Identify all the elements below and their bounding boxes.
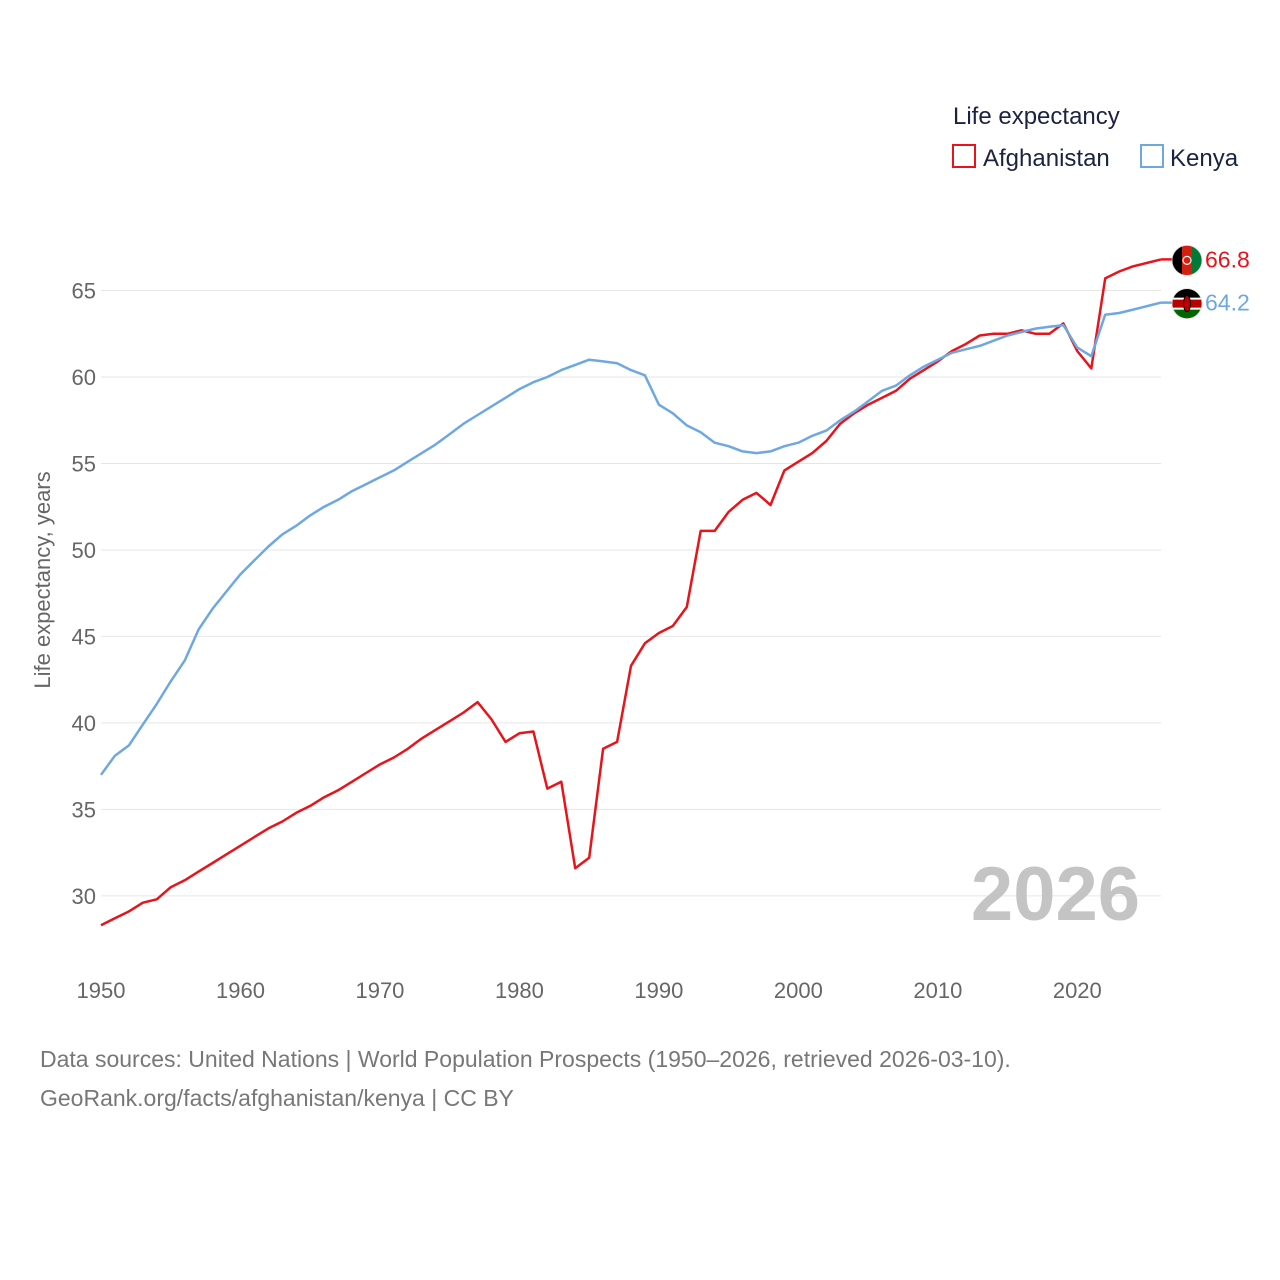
x-tick-label-2010: 2010 [913, 978, 962, 1003]
series-line-afghanistan [100, 258, 1162, 927]
series-lines [99, 258, 1162, 927]
y-tick-label-30: 30 [72, 884, 96, 909]
y-axis-title: Life expectancy, years [30, 471, 55, 688]
y-tick-label-40: 40 [72, 711, 96, 736]
series-line-kenya [99, 301, 1162, 776]
legend-swatch-kenya [1140, 144, 1164, 168]
x-tick-label-2020: 2020 [1053, 978, 1102, 1003]
x-tick-label-2000: 2000 [774, 978, 823, 1003]
legend-title: Life expectancy [953, 103, 1120, 130]
legend-item-afghanistan[interactable]: Afghanistan [952, 144, 1110, 172]
y-tick-label-50: 50 [72, 538, 96, 563]
y-tick-label-35: 35 [72, 797, 96, 822]
flag-icon-afghanistan [1171, 244, 1203, 276]
y-tick-label-60: 60 [72, 365, 96, 390]
flag-icon-kenya [1171, 288, 1203, 320]
year-watermark: 2026 [971, 852, 1140, 937]
attribution-link[interactable]: GeoRank.org/facts/afghanistan/kenya | CC… [40, 1085, 514, 1111]
x-tick-label-1980: 1980 [495, 978, 544, 1003]
legend-label-kenya: Kenya [1170, 145, 1239, 172]
x-tick-label-1990: 1990 [634, 978, 683, 1003]
y-axis-ticks: 30 35 40 45 50 55 60 65 [72, 279, 96, 909]
y-tick-label-65: 65 [72, 279, 96, 304]
x-tick-label-1960: 1960 [216, 978, 265, 1003]
data-sources-text: Data sources: United Nations | World Pop… [40, 1046, 1011, 1072]
y-tick-label-55: 55 [72, 451, 96, 476]
legend-item-kenya[interactable]: Kenya [1140, 144, 1239, 172]
legend-label-afghanistan: Afghanistan [983, 145, 1110, 172]
end-label-kenya: 64.2 [1205, 290, 1250, 316]
x-tick-label-1970: 1970 [355, 978, 404, 1003]
legend: Life expectancy Afghanistan Kenya [952, 103, 1239, 172]
end-label-afghanistan: 66.8 [1205, 246, 1250, 272]
gridlines [101, 290, 1161, 897]
x-tick-label-1950: 1950 [77, 978, 126, 1003]
y-tick-label-45: 45 [72, 624, 96, 649]
legend-swatch-afghanistan [952, 144, 976, 168]
x-axis-ticks: 1950 1960 1970 1980 1990 2000 2010 2020 [77, 978, 1102, 1003]
end-markers: 66.8 64.2 [1161, 244, 1250, 320]
footer: Data sources: United Nations | World Pop… [40, 1040, 1011, 1118]
